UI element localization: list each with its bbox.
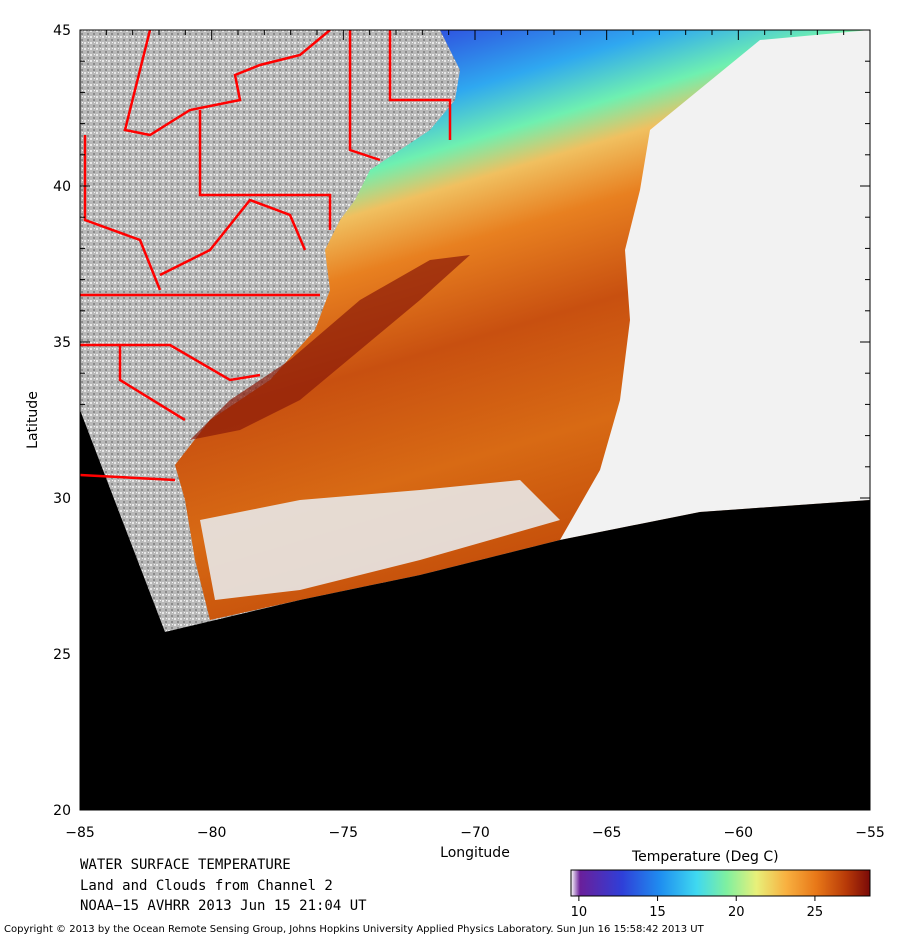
gulf-stream-core (190, 255, 470, 440)
lon-tick-label: −70 (460, 825, 490, 841)
lon-tick-label: −75 (329, 825, 359, 841)
lat-tick-label: 30 (53, 491, 71, 507)
axis-tick-marks (79, 29, 871, 811)
lon-tick-label: −55 (855, 825, 885, 841)
caption-sensor: NOAA−15 AVHRR 2013 Jun 15 21:04 UT (80, 898, 367, 914)
y-axis-title: Latitude (25, 391, 41, 449)
longitude-tick-labels: −85 −80 −75 −70 −65 −60 −55 (65, 825, 885, 841)
caption-subtitle: Land and Clouds from Channel 2 (80, 878, 333, 894)
colorbar-tick-label: 25 (806, 905, 824, 920)
lon-tick-label: −85 (65, 825, 95, 841)
colorbar (570, 869, 871, 897)
lon-tick-label: −80 (197, 825, 227, 841)
x-axis-title: Longitude (440, 845, 510, 861)
lon-tick-label: −65 (592, 825, 622, 841)
colorbar-tick-marks (578, 896, 816, 901)
caption-title: WATER SURFACE TEMPERATURE (80, 857, 291, 873)
cloud-field-east (560, 30, 870, 540)
lat-tick-label: 35 (53, 335, 71, 351)
colorbar-tick-label: 20 (727, 905, 745, 920)
colorbar-tick-label: 10 (570, 905, 588, 920)
political-borders (80, 30, 452, 482)
lat-tick-label: 40 (53, 179, 71, 195)
copyright-notice: Copyright © 2013 by the Ocean Remote Sen… (4, 924, 704, 935)
lon-tick-label: −60 (724, 825, 754, 841)
lat-tick-label: 45 (53, 23, 71, 39)
lat-tick-label: 20 (53, 803, 71, 819)
colorbar-title: Temperature (Deg C) (632, 849, 779, 865)
colorbar-tick-label: 15 (649, 905, 666, 920)
lat-tick-label: 25 (53, 647, 71, 663)
no-data-region (80, 410, 870, 810)
map-imagery (80, 30, 870, 810)
latitude-tick-labels: 45 40 35 30 25 20 (53, 23, 71, 819)
cloud-field-south (200, 480, 560, 600)
